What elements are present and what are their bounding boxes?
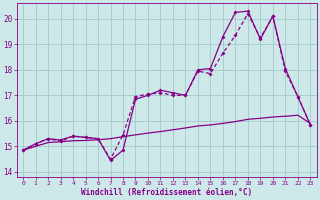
X-axis label: Windchill (Refroidissement éolien,°C): Windchill (Refroidissement éolien,°C) [81, 188, 252, 197]
